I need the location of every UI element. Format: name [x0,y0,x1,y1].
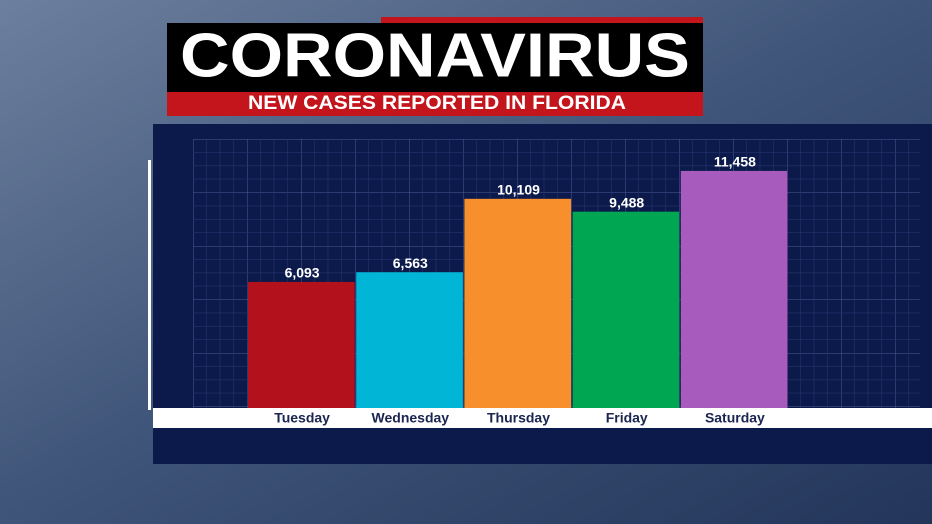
value-label: 11,458 [714,154,756,170]
subtitle-box [167,92,703,116]
label-strip [153,408,932,428]
value-label: 10,109 [497,182,540,198]
bar [248,281,355,408]
bar [572,211,680,408]
bar [356,272,463,408]
x-tick-label: Tuesday [274,410,330,426]
x-tick-label: Wednesday [372,410,450,426]
bar [680,170,788,408]
x-tick-label: Friday [606,410,648,426]
value-label: 6,093 [285,265,320,281]
value-label: 6,563 [393,255,428,271]
left-rule [148,160,151,410]
title-box [167,23,703,93]
x-tick-label: Saturday [705,410,765,426]
chart-subtitle: NEW CASES REPORTED IN FLORIDA [248,93,626,114]
bar [464,198,572,408]
value-label: 9,488 [609,194,644,210]
x-tick-label: Thursday [487,410,550,426]
chart-title: CORONAVIRUS [180,21,690,90]
title-accent [381,17,703,23]
